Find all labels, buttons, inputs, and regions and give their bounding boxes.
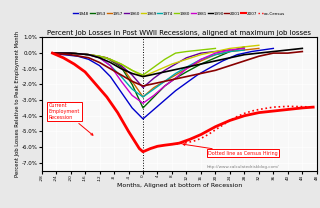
Y-axis label: Percent Job Losses Relative to Peak Employment Month: Percent Job Losses Relative to Peak Empl… — [15, 31, 20, 177]
Text: http://www.calculatedriskblog.com/: http://www.calculatedriskblog.com/ — [207, 165, 279, 169]
Legend: 1948, 1953, 1957, 1960, 1969, 1974, 1980, 1981, 1990, 2001, 2007, ex-Census: 1948, 1953, 1957, 1960, 1969, 1974, 1980… — [72, 10, 287, 17]
Text: Dotted line as Census Hiring: Dotted line as Census Hiring — [183, 144, 278, 156]
Title: Percent Job Losses in Post WWII Recessions, aligned at maximum job losses: Percent Job Losses in Post WWII Recessio… — [47, 30, 311, 36]
X-axis label: Months, Aligned at bottom of Recession: Months, Aligned at bottom of Recession — [116, 183, 242, 188]
Text: Current
Employment
Recession: Current Employment Recession — [49, 103, 93, 135]
